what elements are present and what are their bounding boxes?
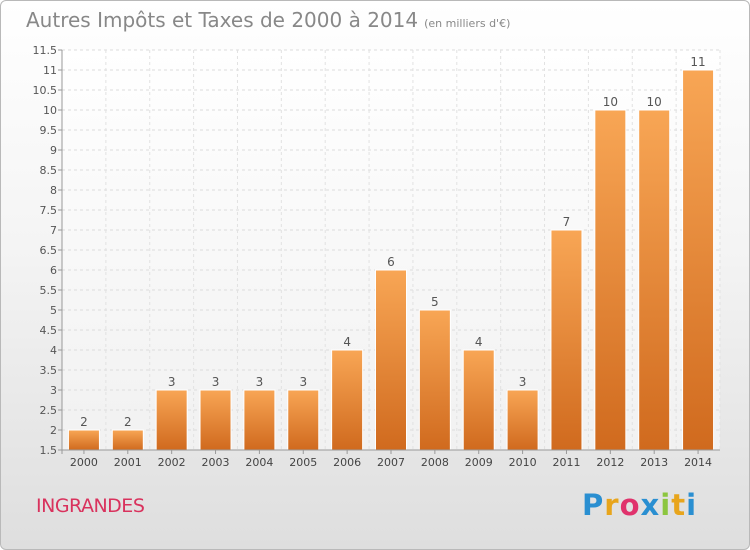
chart-title: Autres Impôts et Taxes de 2000 à 2014 (en…: [26, 8, 510, 32]
y-tick-label: 1.5: [40, 444, 58, 457]
data-label: 10: [647, 95, 662, 109]
y-tick-label: 2: [50, 424, 57, 437]
y-tick-label: 3.5: [40, 364, 58, 377]
bar: [375, 269, 407, 451]
commune-name: INGRANDES: [36, 495, 145, 517]
y-tick-label: 7.5: [40, 204, 58, 217]
x-tick-label: 2006: [333, 456, 361, 469]
logo-letter: P: [582, 488, 605, 522]
x-tick-label: 2013: [640, 456, 668, 469]
y-tick-label: 8: [50, 184, 57, 197]
y-tick-label: 4.5: [40, 324, 58, 337]
y-tick-label: 2.5: [40, 404, 58, 417]
data-label: 7: [563, 215, 571, 229]
x-tick-label: 2003: [202, 456, 230, 469]
x-tick-label: 2008: [421, 456, 449, 469]
logo-letter: i: [660, 488, 672, 522]
y-tick-label: 11.5: [33, 44, 58, 57]
data-label: 10: [603, 95, 618, 109]
bar: [550, 229, 583, 451]
y-tick-label: 9.5: [40, 124, 58, 137]
y-tick-label: 5: [50, 304, 57, 317]
bar: [638, 109, 671, 451]
x-tick-label: 2000: [70, 456, 98, 469]
y-tick-label: 3: [50, 384, 57, 397]
x-tick-label: 2007: [377, 456, 405, 469]
data-label: 5: [431, 295, 439, 309]
bar: [418, 309, 451, 451]
y-tick-label: 11: [43, 64, 57, 77]
bar: [155, 389, 188, 451]
data-label: 11: [690, 55, 705, 69]
bar: [67, 429, 100, 451]
data-label: 4: [343, 335, 351, 349]
data-label: 3: [519, 375, 527, 389]
y-tick-label: 6: [50, 264, 57, 277]
y-tick-label: 6.5: [40, 244, 58, 257]
logo-letter: r: [604, 488, 620, 522]
y-tick-label: 10.5: [33, 84, 58, 97]
bar: [287, 389, 320, 451]
x-tick-label: 2012: [596, 456, 624, 469]
bar: [506, 389, 539, 451]
y-tick-label: 5.5: [40, 284, 58, 297]
axes: 1.5 2 2.5 3 3.5 4 4.5 5 5.5 6 6.5 7 7.5 8 8.5 9 9.5 10 10.…: [33, 44, 720, 469]
bar: [243, 389, 276, 451]
data-label: 4: [475, 335, 483, 349]
x-tick-label: 2002: [158, 456, 186, 469]
data-labels: 2 2 3 3 3 3 4 6 5 4 3 7 10 10 11: [80, 55, 706, 429]
logo-letter: t: [671, 488, 687, 522]
data-label: 6: [387, 255, 395, 269]
data-label: 2: [80, 415, 88, 429]
x-tick-label: 2011: [552, 456, 580, 469]
bars: [67, 69, 715, 451]
data-label: 2: [124, 415, 132, 429]
y-tick-label: 7: [50, 224, 57, 237]
bar: [111, 429, 144, 451]
bar: [331, 349, 364, 451]
bar: [462, 349, 495, 451]
logo-letter: o: [619, 488, 641, 522]
x-tick-label: 2004: [245, 456, 273, 469]
data-label: 3: [212, 375, 220, 389]
x-tick-label: 2010: [509, 456, 537, 469]
y-tick-label: 8.5: [40, 164, 58, 177]
x-tick-label: 2001: [114, 456, 142, 469]
data-label: 3: [299, 375, 307, 389]
bar: [682, 69, 715, 451]
y-tick-label: 10: [43, 104, 57, 117]
data-label: 3: [256, 375, 264, 389]
chart-subtitle: (en milliers d'€): [424, 17, 511, 30]
y-tick-label: 9: [50, 144, 57, 157]
logo-letter: i: [686, 488, 698, 522]
proxiti-logo[interactable]: Proxiti: [582, 488, 697, 522]
data-label: 3: [168, 375, 176, 389]
x-tick-label: 2009: [465, 456, 493, 469]
y-tick-label: 4: [50, 344, 57, 357]
x-tick-label: 2005: [289, 456, 317, 469]
x-tick-label: 2014: [684, 456, 712, 469]
bar: [594, 109, 627, 451]
logo-letter: x: [640, 488, 661, 522]
bar: [199, 389, 232, 451]
chart-title-text: Autres Impôts et Taxes de 2000 à 2014: [26, 8, 419, 32]
